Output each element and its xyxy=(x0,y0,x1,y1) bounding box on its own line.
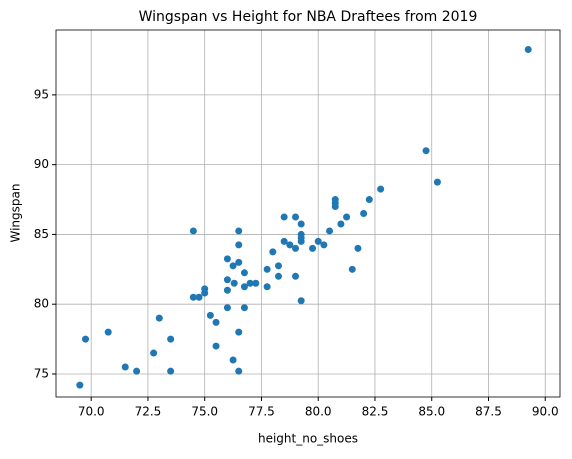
point xyxy=(354,244,362,252)
x-tick-label: 87.5 xyxy=(475,405,502,419)
y-tick-label: 75 xyxy=(34,366,49,380)
point xyxy=(274,262,282,270)
point xyxy=(274,272,282,280)
point xyxy=(292,244,300,252)
point xyxy=(348,265,356,273)
point xyxy=(212,318,220,326)
point xyxy=(297,297,305,305)
point xyxy=(309,244,317,252)
y-tick-label: 80 xyxy=(34,297,49,311)
point xyxy=(223,286,231,294)
point xyxy=(314,237,322,245)
point xyxy=(201,285,209,293)
point xyxy=(167,367,175,375)
point xyxy=(235,328,243,336)
point xyxy=(292,272,300,280)
point xyxy=(230,279,238,287)
point xyxy=(155,314,163,322)
point xyxy=(150,349,158,357)
point xyxy=(206,311,214,319)
point xyxy=(76,381,84,389)
point xyxy=(524,46,532,54)
point xyxy=(240,269,248,277)
point xyxy=(360,210,368,217)
point xyxy=(320,241,328,249)
point xyxy=(189,293,197,301)
point xyxy=(223,255,231,263)
x-tick-label: 72.5 xyxy=(135,405,162,419)
point xyxy=(235,227,243,235)
point xyxy=(195,293,203,301)
x-tick-label: 70.0 xyxy=(78,405,105,419)
x-tick-label: 85.0 xyxy=(418,405,445,419)
point xyxy=(189,227,197,235)
point xyxy=(297,237,305,245)
point xyxy=(377,185,385,193)
y-axis-label: Wingspan xyxy=(9,184,23,243)
x-tick-label: 75.0 xyxy=(191,405,218,419)
point xyxy=(297,220,305,228)
point xyxy=(263,265,271,273)
point xyxy=(133,367,141,375)
y-tick-label: 90 xyxy=(34,157,49,171)
point xyxy=(365,196,373,204)
point xyxy=(280,237,288,245)
point xyxy=(422,147,430,155)
chart-title: Wingspan vs Height for NBA Draftees from… xyxy=(139,9,478,25)
y-tick-label: 95 xyxy=(34,87,49,101)
point xyxy=(292,213,300,221)
point xyxy=(235,258,243,266)
point xyxy=(433,178,441,186)
x-tick-label: 77.5 xyxy=(248,405,275,419)
point xyxy=(286,241,294,249)
point xyxy=(343,213,351,221)
point xyxy=(223,276,231,284)
point xyxy=(212,342,220,350)
point xyxy=(280,213,288,221)
point xyxy=(235,367,243,375)
x-tick-label: 90.0 xyxy=(532,405,559,419)
point xyxy=(167,335,175,343)
point xyxy=(229,356,237,364)
point xyxy=(246,279,254,287)
point xyxy=(82,335,90,343)
point xyxy=(223,304,231,312)
x-axis-label: height_no_shoes xyxy=(258,432,358,446)
x-tick-label: 80.0 xyxy=(305,405,332,419)
y-tick-label: 85 xyxy=(34,227,49,241)
point xyxy=(337,220,345,228)
point xyxy=(326,227,334,235)
point xyxy=(240,304,248,312)
point xyxy=(263,283,271,291)
plot-frame xyxy=(55,29,561,398)
point xyxy=(331,203,339,211)
point xyxy=(235,241,243,249)
x-tick-label: 82.5 xyxy=(362,405,389,419)
point xyxy=(252,279,260,287)
point xyxy=(121,363,129,371)
point xyxy=(229,262,237,270)
point xyxy=(104,328,112,336)
point xyxy=(240,283,248,291)
point xyxy=(269,248,277,256)
